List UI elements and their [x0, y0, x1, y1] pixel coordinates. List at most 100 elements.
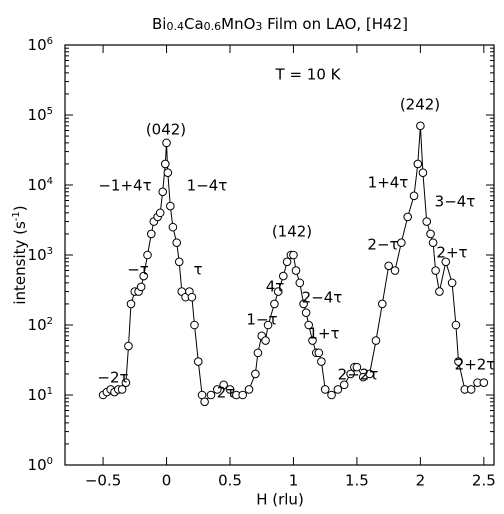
y-tick-label: 104	[28, 176, 53, 194]
annotation: 2+2τ	[455, 356, 496, 374]
data-point	[466, 385, 476, 394]
title-part: Film on LAO, [H42]	[262, 15, 408, 33]
data-point	[139, 271, 148, 281]
x-tick-label: 1	[289, 472, 299, 490]
y-tick-label: 100	[28, 456, 53, 474]
data-point	[126, 299, 136, 309]
data-point	[273, 287, 283, 296]
data-point	[295, 278, 305, 288]
annotation: 2−4τ	[302, 289, 343, 307]
data-point	[365, 369, 374, 379]
title-part: Bi	[152, 15, 166, 33]
data-point	[289, 250, 298, 260]
annotation: τ	[193, 261, 202, 279]
data-point	[238, 390, 247, 400]
data-point	[143, 250, 152, 260]
y-tick-label: 101	[28, 386, 53, 404]
data-point	[291, 266, 301, 275]
annotation: 1−τ	[246, 311, 277, 329]
annotation: 1+τ	[308, 325, 339, 343]
data-point	[261, 336, 270, 345]
data-point	[244, 385, 254, 394]
annotation: 1+4τ	[368, 174, 409, 192]
data-point	[121, 378, 131, 387]
annotation: (042)	[146, 121, 186, 139]
data-point	[219, 380, 228, 390]
y-tick-base: 10	[28, 456, 47, 474]
data-point	[346, 369, 355, 379]
data-point	[426, 229, 435, 239]
data-point	[352, 362, 362, 372]
data-point	[187, 292, 197, 302]
data-point	[317, 357, 326, 366]
data-point	[155, 208, 165, 218]
data-point	[147, 229, 156, 239]
y-tick-label: 103	[28, 246, 53, 264]
data-point	[213, 385, 222, 394]
annotation: T = 10 K	[275, 66, 342, 84]
title-part: Ca	[184, 15, 204, 33]
y-tick-base: 10	[28, 246, 47, 264]
data-point	[299, 299, 308, 309]
data-point	[117, 385, 127, 394]
annotation: 2−2τ	[338, 366, 379, 384]
data-point	[431, 266, 440, 275]
data-point	[162, 138, 171, 148]
data-point	[418, 168, 428, 177]
annotation: 2τ	[217, 384, 236, 402]
y-tick-exponent: 4	[47, 176, 53, 187]
data-point	[479, 378, 489, 387]
y-tick-base: 10	[28, 106, 47, 124]
x-axis-label: H (rlu)	[256, 491, 304, 509]
data-point	[371, 336, 381, 345]
x-tick-label: 1.5	[345, 472, 369, 490]
data-point	[333, 385, 343, 394]
title-part: 0.6	[204, 20, 222, 33]
x-tick-label: 2.5	[472, 472, 496, 490]
annotation: 4τ	[266, 278, 285, 296]
data-line	[102, 125, 484, 403]
data-point	[124, 341, 133, 351]
y-tick-exponent: 6	[47, 36, 53, 47]
x-tick-label: 0.5	[218, 472, 242, 490]
data-point	[136, 282, 146, 292]
data-point	[454, 357, 463, 366]
data-point	[314, 348, 324, 358]
y-label-part: -1	[11, 211, 22, 221]
data-point	[339, 380, 349, 390]
annotation: 3−4τ	[435, 193, 476, 211]
y-tick-label: 106	[28, 36, 53, 54]
y-tick-base: 10	[28, 176, 47, 194]
data-point	[200, 397, 209, 407]
data-point	[282, 257, 292, 267]
data-point	[166, 201, 175, 211]
y-tick-base: 10	[28, 316, 47, 334]
data-point	[206, 390, 216, 400]
y-tick-exponent: 1	[47, 386, 53, 397]
data-point	[397, 238, 406, 247]
data-point	[190, 320, 199, 330]
data-point	[172, 238, 181, 247]
data-point	[435, 287, 444, 296]
data-point	[378, 299, 387, 309]
data-point	[279, 271, 288, 281]
data-point	[390, 266, 400, 275]
data-point	[160, 159, 170, 169]
annotation: (242)	[400, 96, 440, 114]
data-point	[163, 168, 173, 177]
annotation: 2−τ	[367, 236, 398, 254]
data-point	[327, 390, 336, 400]
data-point	[320, 385, 330, 394]
data-point	[413, 159, 423, 169]
title-part: MnO	[221, 15, 255, 33]
y-tick-exponent: 2	[47, 316, 53, 327]
data-point	[384, 261, 393, 271]
y-tick-label: 105	[28, 106, 53, 124]
data-point	[193, 357, 203, 366]
annotation: 1−4τ	[187, 177, 228, 195]
y-axis-label: intensity (s-1)	[11, 205, 29, 304]
annotation: −τ	[127, 261, 149, 279]
x-tick-label: −0.5	[85, 472, 121, 490]
data-point	[447, 278, 457, 288]
